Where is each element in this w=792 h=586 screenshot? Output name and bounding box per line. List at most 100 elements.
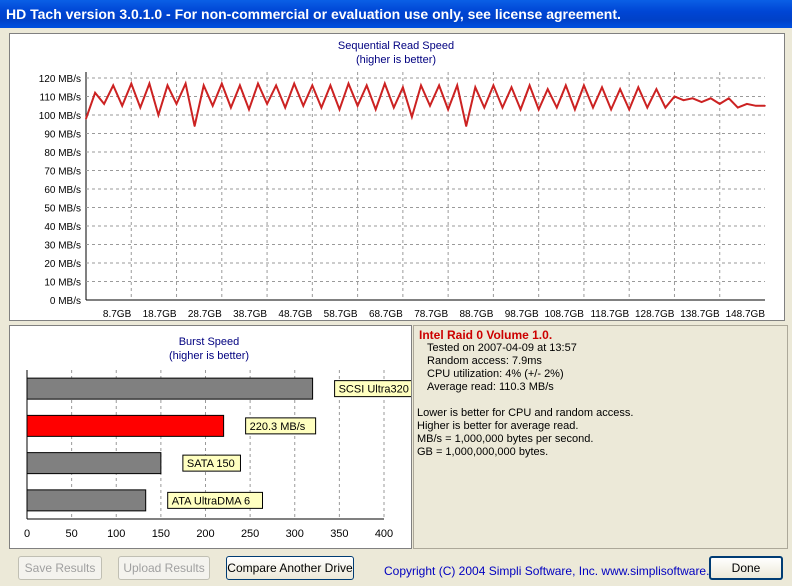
seq-read-point [211, 105, 214, 107]
seq-read-point [184, 82, 187, 85]
seq-y-tick-label: 30 MB/s [44, 241, 81, 252]
seq-read-point [646, 106, 649, 109]
seq-read-point [429, 105, 431, 107]
seq-read-point [474, 86, 477, 89]
seq-y-tick-label: 50 MB/s [44, 204, 81, 215]
seq-read-point [384, 82, 386, 85]
seq-y-tick-label: 60 MB/s [44, 185, 81, 196]
burst-x-tick-label: 50 [66, 528, 78, 540]
seq-read-point [103, 103, 105, 105]
seq-x-tick-label: 8.7GB [103, 309, 132, 320]
seq-read-point [193, 125, 196, 127]
seq-read-point [528, 84, 531, 87]
seq-read-point [682, 99, 685, 101]
seq-x-tick-label: 58.7GB [324, 309, 358, 320]
seq-read-point [637, 86, 640, 89]
seq-read-point [628, 108, 630, 111]
seq-x-tick-label: 88.7GB [459, 309, 493, 320]
seq-read-point [583, 84, 585, 87]
burst-chart-panel: Burst Speed (higher is better) 0 50 100 150… [9, 325, 412, 549]
save-results-button[interactable]: Save Results [18, 556, 102, 580]
seq-read-point [148, 82, 151, 85]
seq-read-point [492, 84, 495, 87]
seq-read-point [365, 84, 368, 87]
seq-read-point [501, 106, 504, 109]
burst-bar-label: SCSI Ultra320 [339, 384, 409, 396]
seq-read-point [610, 108, 612, 111]
seq-read-point [565, 84, 567, 87]
compare-another-drive-button[interactable]: Compare Another Drive [226, 556, 354, 580]
seq-read-point [673, 95, 676, 98]
seq-read-point [601, 86, 603, 89]
seq-y-tick-label: 10 MB/s [44, 278, 81, 289]
seq-read-point [755, 105, 757, 107]
burst-x-tick-label: 300 [286, 528, 304, 540]
note-mbs-definition: MB/s = 1,000,000 bytes per second. [417, 433, 594, 445]
seq-x-tick-label: 78.7GB [414, 309, 448, 320]
seq-read-point [248, 108, 250, 111]
seq-read-point [411, 116, 413, 118]
seq-read-point [655, 88, 658, 90]
seq-y-tick-label: 80 MB/s [44, 148, 81, 159]
average-read: Average read: 110.3 MB/s [427, 381, 554, 393]
seq-read-point [130, 82, 133, 85]
seq-x-tick-label: 48.7GB [278, 309, 312, 320]
burst-chart-title: Burst Speed [179, 336, 240, 348]
seq-read-point [221, 82, 223, 85]
seq-read-point [175, 103, 178, 105]
burst-x-tick-label: 100 [107, 528, 125, 540]
seq-x-tick-label: 18.7GB [143, 309, 177, 320]
seq-x-tick-label: 138.7GB [680, 309, 720, 320]
burst-bar [26, 377, 314, 400]
seq-read-point [356, 105, 359, 107]
seq-x-tick-label: 68.7GB [369, 309, 403, 320]
seq-x-tick-label: 128.7GB [635, 309, 675, 320]
seq-read-point [112, 84, 114, 87]
seq-read-point [438, 84, 440, 87]
seq-read-point [483, 106, 486, 109]
seq-read-point [374, 108, 377, 111]
note-lower-better: Lower is better for CPU and random acces… [417, 407, 634, 419]
seq-y-tick-label: 70 MB/s [44, 167, 81, 178]
seq-x-tick-label: 38.7GB [233, 309, 267, 320]
burst-x-tick-label: 350 [330, 528, 348, 540]
copyright-link[interactable]: Copyright (C) 2004 Simpli Software, Inc.… [384, 564, 733, 578]
seq-x-tick-label: 108.7GB [544, 309, 584, 320]
info-panel-border [413, 325, 788, 549]
seq-read-point [546, 88, 549, 90]
burst-bar-label-box [182, 454, 241, 472]
cpu-utilization: CPU utilization: 4% (+/- 2%) [427, 368, 564, 380]
burst-bar-label: SATA 150 [187, 458, 235, 470]
seq-read-point [447, 108, 449, 111]
seq-read-point [311, 84, 314, 87]
burst-x-tick-label: 0 [24, 528, 30, 540]
seq-y-tick-label: 100 MB/s [39, 111, 81, 122]
seq-read-point [166, 84, 169, 87]
seq-read-point [230, 106, 232, 109]
seq-x-tick-label: 148.7GB [726, 309, 766, 320]
sequential-read-chart: Sequential Read Speed (higher is better)… [39, 40, 766, 320]
seq-y-tick-label: 0 MB/s [50, 296, 81, 307]
burst-bar [26, 452, 162, 475]
seq-chart-title: Sequential Read Speed [338, 40, 454, 52]
seq-read-point [420, 84, 422, 87]
seq-read-point [574, 108, 576, 111]
seq-y-tick-label: 20 MB/s [44, 259, 81, 270]
note-gb-definition: GB = 1,000,000,000 bytes. [417, 446, 549, 458]
seq-read-point [329, 84, 332, 87]
burst-bar-label: 220.3 MB/s [250, 421, 306, 433]
seq-read-point [592, 106, 594, 109]
seq-read-point [709, 97, 712, 100]
upload-results-button[interactable]: Upload Results [118, 556, 210, 580]
sequential-chart-panel: Sequential Read Speed (higher is better)… [9, 33, 785, 321]
seq-read-point [456, 84, 459, 87]
seq-read-point [202, 84, 205, 87]
done-button[interactable]: Done [709, 556, 783, 580]
seq-read-point [728, 97, 730, 100]
burst-speed-chart: Burst Speed (higher is better) 0 50 100 150… [24, 336, 411, 540]
seq-read-point [510, 86, 513, 89]
seq-x-tick-label: 28.7GB [188, 309, 222, 320]
burst-bar-label-box [167, 491, 264, 509]
seq-y-tick-label: 110 MB/s [40, 93, 82, 104]
seq-read-point [519, 108, 522, 111]
